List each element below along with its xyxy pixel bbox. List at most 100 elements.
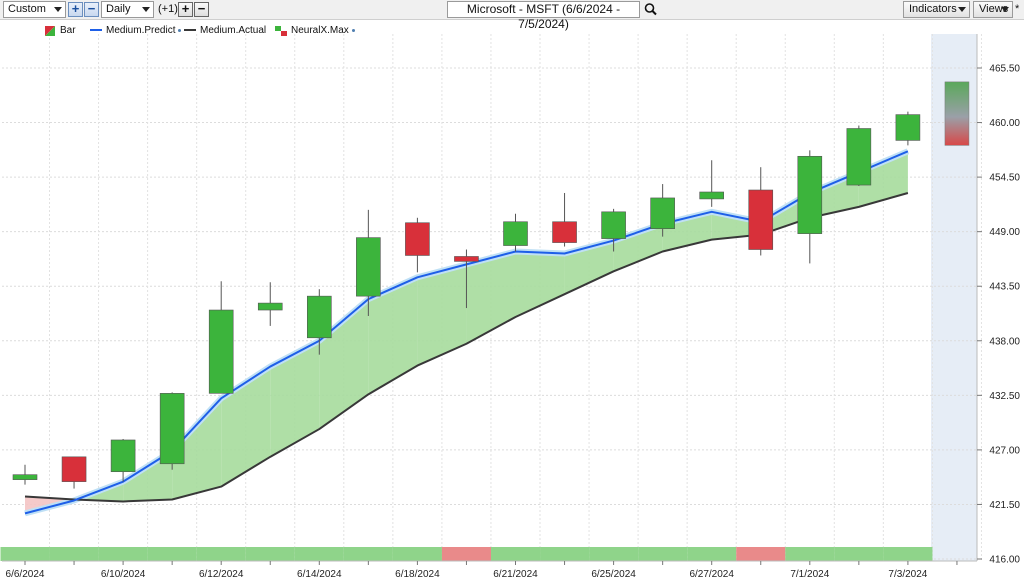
- candle: [405, 217, 430, 273]
- chart-title-box[interactable]: Microsoft - MSFT (6/6/2024 - 7/5/2024): [447, 1, 640, 31]
- candle-body: [601, 211, 626, 239]
- signal-cell: [49, 547, 99, 561]
- candle-body: [306, 295, 332, 339]
- x-tick-label: 6/10/2024: [101, 569, 146, 580]
- y-tick-label: 427.00: [989, 445, 1020, 456]
- search-button[interactable]: [643, 1, 659, 18]
- period-select[interactable]: Daily: [101, 1, 154, 18]
- bar-legend-icon: [45, 26, 55, 36]
- zoom-out-button[interactable]: −: [84, 2, 99, 17]
- spread-segment: [466, 251, 516, 344]
- y-tick-label: 432.50: [989, 391, 1020, 402]
- legend-actual-label: Medium.Actual: [200, 25, 267, 36]
- signal-cell: [589, 547, 639, 561]
- signal-cell: [687, 547, 737, 561]
- x-tick-label: 6/6/2024: [6, 569, 45, 580]
- spread-segment: [858, 151, 908, 207]
- indicators-button[interactable]: Indicators: [903, 1, 970, 18]
- candle-body: [159, 393, 185, 465]
- signal-cell: [491, 547, 541, 561]
- candle-body: [797, 155, 823, 234]
- signal-cell: [343, 547, 393, 561]
- candle-body: [552, 221, 577, 243]
- x-axis: 6/6/2024 6/10/2024 6/12/2024 6/14/2024 6/18/…: [2, 560, 977, 580]
- line-legend-icon: [184, 29, 196, 31]
- signal-cell: [883, 547, 933, 561]
- spread-segment: [172, 398, 222, 500]
- prediction-spread-area: [25, 151, 908, 514]
- chevron-down-icon: [142, 7, 150, 12]
- candle-body: [846, 128, 872, 186]
- candle: [748, 167, 774, 256]
- x-tick-label: 6/21/2024: [493, 569, 538, 580]
- signal-strip: [0, 547, 933, 561]
- candle-body: [503, 221, 528, 246]
- chevron-down-icon: [54, 7, 62, 12]
- offset-minus-button[interactable]: −: [194, 2, 209, 17]
- y-tick-label: 421.50: [989, 500, 1020, 511]
- signal-cell: [0, 547, 50, 561]
- candle: [895, 111, 921, 146]
- indicators-label: Indicators: [909, 3, 957, 15]
- chevron-down-icon: [1001, 7, 1009, 12]
- signal-cell: [294, 547, 344, 561]
- signal-cell: [196, 547, 246, 561]
- signal-cell: [785, 547, 835, 561]
- y-tick-label: 465.50: [989, 64, 1020, 75]
- y-tick-label: 443.50: [989, 282, 1020, 293]
- forecast-bar: [944, 81, 970, 146]
- candle-body: [454, 256, 479, 262]
- candle-body: [110, 439, 136, 473]
- candle: [454, 249, 479, 309]
- spread-segment: [613, 223, 663, 272]
- spread-segment: [221, 366, 271, 487]
- spread-segment: [368, 277, 418, 395]
- candle-body: [257, 302, 283, 311]
- spread-segment: [417, 264, 467, 366]
- signal-cell: [834, 547, 884, 561]
- candle: [797, 150, 823, 264]
- candle: [601, 208, 626, 252]
- y-tick-label: 460.00: [989, 118, 1020, 129]
- y-axis: 465.50 460.00 454.50 449.00 443.50 438.00 432.…: [976, 34, 1020, 566]
- candle: [846, 125, 872, 187]
- views-modified-marker: *: [1015, 3, 1020, 15]
- chevron-down-icon: [958, 7, 966, 12]
- candle: [61, 456, 87, 489]
- candle: [257, 282, 283, 326]
- legend-neural-label: NeuralX.Max: [291, 25, 349, 36]
- candle-body: [356, 237, 381, 297]
- views-label: Views: [979, 3, 1009, 15]
- range-select[interactable]: Custom: [3, 1, 66, 18]
- candle-body: [895, 114, 921, 141]
- toolbar: Custom + − Daily (+1) + − Microsoft - MS…: [0, 0, 1024, 31]
- offset-label: (+1): [158, 3, 178, 15]
- candle-body: [748, 189, 774, 250]
- views-button[interactable]: Views: [973, 1, 1013, 18]
- neural-legend-icon: [275, 26, 287, 36]
- x-tick-label: 6/14/2024: [297, 569, 342, 580]
- period-select-value: Daily: [106, 3, 131, 15]
- minus-icon: −: [197, 1, 206, 16]
- candle: [208, 281, 234, 394]
- candle-body: [12, 474, 38, 480]
- y-tick-label: 416.00: [989, 555, 1020, 566]
- settings-dot-icon: [351, 28, 355, 32]
- zoom-in-button[interactable]: +: [68, 2, 83, 17]
- signal-cell: [98, 547, 148, 561]
- signal-cell: [392, 547, 442, 561]
- signal-cell: [441, 547, 491, 561]
- candle: [110, 438, 136, 482]
- offset-plus-button[interactable]: +: [178, 2, 193, 17]
- candle-body: [699, 191, 725, 200]
- plus-icon: +: [181, 1, 190, 16]
- x-tick-label: 6/27/2024: [689, 569, 734, 580]
- signal-cell: [736, 547, 786, 561]
- candle-body: [61, 456, 87, 482]
- candle: [12, 464, 38, 485]
- candle: [306, 289, 332, 355]
- range-select-value: Custom: [8, 3, 46, 15]
- y-tick-label: 449.00: [989, 227, 1020, 238]
